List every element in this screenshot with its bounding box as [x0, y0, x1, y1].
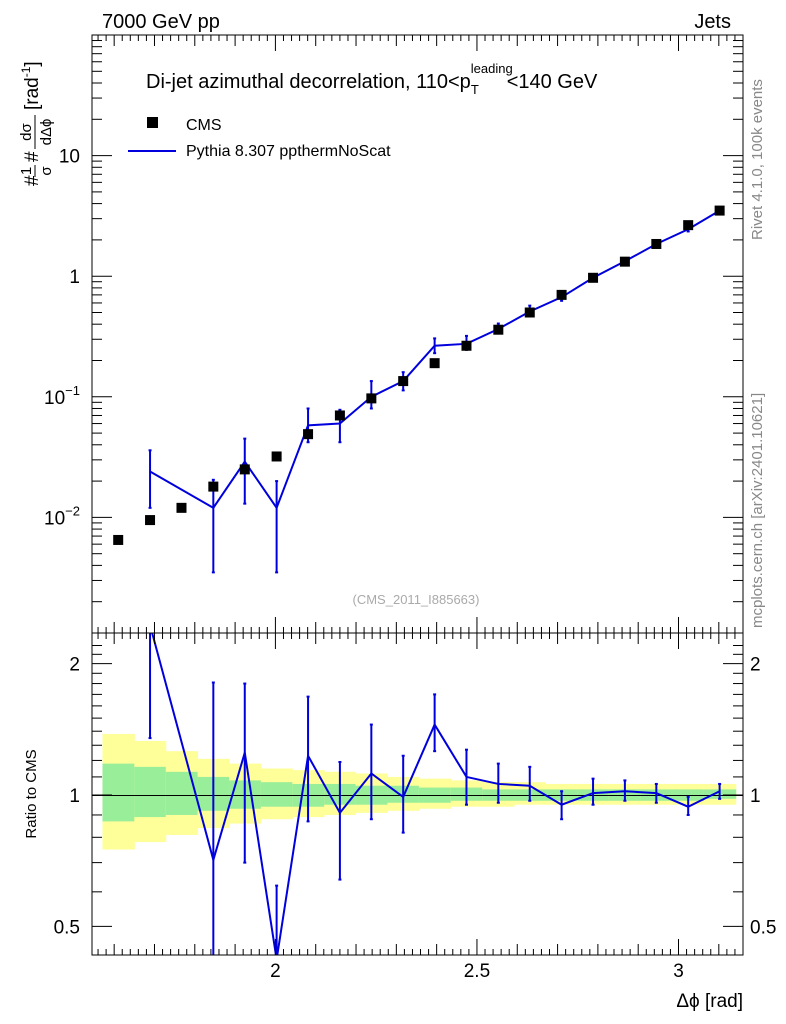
cms-point — [556, 289, 567, 300]
x-axis-label: Δϕ [rad] — [676, 991, 743, 1012]
uncertainty-band-green — [102, 763, 135, 822]
cms-point — [239, 464, 250, 475]
ratio-frame — [91, 632, 744, 956]
cms-point — [303, 429, 314, 440]
analysis-watermark: (CMS_2011_I885663) — [353, 592, 480, 607]
y-tick-label-right: 2 — [750, 655, 761, 676]
legend-marker-cms — [147, 117, 158, 128]
cms-point — [366, 393, 377, 404]
y-tick-label: 10−2 — [44, 503, 80, 529]
ratio-y-axis-label: Ratio to CMS — [23, 749, 40, 838]
cms-point — [176, 502, 187, 513]
legend-label-cms: CMS — [186, 117, 222, 134]
cms-point — [461, 340, 472, 351]
energy-label: 7000 GeV pp — [102, 11, 220, 33]
y-tick-label: 10−1 — [44, 383, 80, 409]
svg-text:σ: σ — [38, 166, 55, 176]
x-tick-label: 2 — [270, 961, 281, 982]
legend: CMS Pythia 8.307 ppthermNoScat — [128, 117, 391, 160]
y-tick-label-right: 0.5 — [750, 917, 776, 938]
cms-point — [334, 410, 345, 421]
uncertainty-band-green — [260, 782, 293, 807]
rivet-label: Rivet 4.1.0, 100k events — [749, 79, 766, 240]
cms-point — [208, 481, 219, 492]
svg-text:dΔϕ: dΔϕ — [38, 119, 55, 146]
cms-point — [493, 324, 504, 335]
y-tick-label: 1 — [69, 786, 80, 807]
pythia-line — [149, 209, 721, 510]
cms-point — [145, 515, 156, 526]
ratio-panel: 2 2.5 3 0.5 0.5 1 1 2 2 Ratio to CMS Δϕ [rad] — [23, 632, 776, 1012]
cms-point — [398, 376, 409, 387]
y-tick-label: 10 — [59, 147, 80, 168]
cms-point — [714, 205, 725, 216]
cms-point — [651, 238, 662, 249]
svg-text:#: # — [22, 151, 43, 162]
y-tick-label-right: 1 — [750, 786, 761, 807]
cms-point — [524, 307, 535, 318]
svg-text:[rad-1]: [rad-1] — [19, 61, 43, 110]
ratio-line — [151, 633, 721, 955]
cms-point — [113, 534, 124, 545]
uncertainty-band-green — [134, 766, 167, 818]
svg-text:1: 1 — [18, 167, 35, 175]
cms-point — [588, 272, 599, 283]
cms-point — [683, 220, 694, 231]
svg-text:dσ: dσ — [18, 122, 35, 140]
svg-text:#: # — [22, 175, 43, 186]
main-y-axis-label: # 1 σ # dσ dΔϕ [rad-1] — [18, 61, 55, 186]
cms-point — [271, 451, 282, 462]
y-tick-label: 1 — [69, 267, 80, 288]
cms-point — [619, 256, 630, 267]
legend-label-pythia: Pythia 8.307 ppthermNoScat — [186, 143, 391, 160]
cms-point — [429, 358, 440, 369]
mcplots-label: mcplots.cern.ch [arXiv:2401.10621] — [749, 393, 766, 628]
x-tick-label: 3 — [673, 961, 684, 982]
process-label: Jets — [694, 11, 731, 33]
chart-title: Di-jet azimuthal decorrelation, 110<pTle… — [146, 61, 598, 97]
x-tick-label: 2.5 — [464, 961, 490, 982]
main-panel: 10−2 10−1 1 10 Di-jet azimuthal decorrelati… — [18, 34, 744, 634]
uncertainty-band-green — [165, 771, 199, 815]
y-tick-label: 2 — [69, 655, 80, 676]
y-tick-label: 0.5 — [54, 917, 80, 938]
